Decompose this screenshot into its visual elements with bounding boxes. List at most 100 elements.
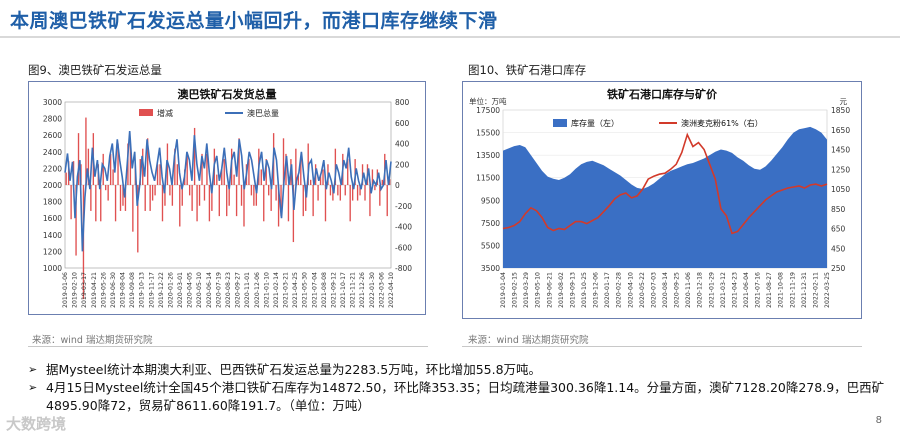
change-bar bbox=[221, 169, 223, 185]
change-bar bbox=[285, 153, 287, 185]
right-axis-tick-label: 400 bbox=[395, 140, 410, 149]
change-bar bbox=[154, 185, 156, 196]
x-axis-tick-label: 2019-10-25 bbox=[581, 272, 588, 308]
change-bar bbox=[312, 185, 314, 217]
x-axis-tick-label: 2021-04-25 bbox=[292, 272, 299, 308]
figure-10-divider bbox=[462, 346, 862, 347]
x-axis-tick-label: 2022-02-11 bbox=[812, 272, 819, 308]
change-bar bbox=[302, 185, 304, 217]
x-axis-tick-label: 2020-11-06 bbox=[685, 272, 692, 308]
change-bar bbox=[292, 185, 295, 243]
bullet-item: ➢ 4月15日Mysteel统计全国45个港口铁矿石库存为14872.50，环比… bbox=[28, 379, 888, 415]
right-axis-tick-label: 1050 bbox=[831, 185, 850, 194]
change-bar bbox=[349, 185, 351, 222]
change-bar bbox=[109, 153, 112, 185]
x-axis-tick-label: 2022-03-06 bbox=[378, 272, 385, 308]
change-bar bbox=[122, 185, 124, 206]
change-bar bbox=[287, 185, 290, 222]
change-bar bbox=[95, 185, 97, 222]
change-bar bbox=[260, 169, 262, 185]
x-axis-tick-label: 2021-11-21 bbox=[350, 272, 357, 308]
left-axis-tick-label: 5500 bbox=[481, 241, 500, 250]
x-axis-tick-label: 2020-05-22 bbox=[639, 272, 646, 308]
change-bar bbox=[223, 159, 225, 185]
change-bar bbox=[344, 185, 346, 196]
change-bar bbox=[208, 185, 211, 222]
x-axis-tick-label: 2021-04-23 bbox=[731, 272, 738, 308]
change-bar bbox=[186, 153, 188, 185]
x-axis-tick-label: 2021-08-27 bbox=[766, 272, 773, 308]
change-bar bbox=[233, 174, 235, 185]
x-axis-tick-label: 2021-07-04 bbox=[311, 272, 318, 308]
x-axis-tick-label: 2019-09-08 bbox=[129, 272, 136, 308]
change-bar bbox=[374, 185, 376, 191]
left-axis-tick-label: 15500 bbox=[476, 129, 500, 138]
inventory-chart-frame: 铁矿石港口库存与矿价 单位：万吨 元 3500 5500 7500 9500 11500 135… bbox=[462, 81, 862, 319]
right-axis-tick-label: 650 bbox=[831, 225, 846, 234]
figure-10-label: 图10、铁矿石港口库存 bbox=[468, 63, 587, 77]
x-axis-tick-label: 2020-11-01 bbox=[244, 272, 251, 308]
x-axis-tick-label: 2019-06-30 bbox=[110, 272, 117, 308]
change-bar bbox=[191, 185, 193, 211]
x-axis-tick-label: 2021-03-21 bbox=[283, 272, 290, 308]
x-axis-tick-label: 2020-07-03 bbox=[650, 272, 657, 308]
x-axis-tick-label: 2019-11-17 bbox=[148, 272, 155, 308]
x-axis-tick-label: 2019-05-10 bbox=[535, 272, 542, 308]
x-axis-tick-label: 2019-09-13 bbox=[569, 272, 576, 308]
left-axis-tick-label: 17500 bbox=[476, 106, 500, 115]
x-axis-tick-label: 2022-03-25 bbox=[824, 272, 831, 308]
change-bar bbox=[151, 185, 154, 201]
change-bar bbox=[102, 153, 104, 185]
left-axis-tick-label: 2800 bbox=[43, 115, 62, 124]
change-bar bbox=[203, 185, 206, 201]
right-axis-tick-label: -400 bbox=[395, 223, 412, 232]
change-bar bbox=[255, 185, 258, 206]
change-bar bbox=[65, 172, 67, 185]
price-line bbox=[502, 132, 828, 235]
left-axis-tick-label: 2400 bbox=[43, 148, 62, 157]
change-bar bbox=[228, 185, 230, 206]
change-bar bbox=[164, 185, 166, 206]
chart-title: 澳巴铁矿石发货总量 bbox=[178, 87, 277, 101]
change-bar bbox=[324, 185, 327, 222]
x-axis-tick-label: 2019-12-22 bbox=[158, 272, 165, 308]
x-axis-tick-label: 2019-08-02 bbox=[558, 272, 565, 308]
change-bar bbox=[364, 185, 366, 201]
change-bar bbox=[381, 179, 383, 185]
change-bar bbox=[159, 164, 161, 185]
left-axis-tick-label: 1000 bbox=[43, 264, 62, 273]
bullet-text: 据Mysteel统计本期澳大利亚、巴西铁矿石发运总量为2283.5万吨，环比增加… bbox=[46, 362, 542, 377]
legend-swatch-inventory bbox=[553, 119, 567, 127]
x-axis-tick-label: 2021-10-08 bbox=[778, 272, 785, 308]
change-bar bbox=[322, 169, 324, 185]
change-bar bbox=[369, 185, 371, 217]
change-bar bbox=[339, 185, 341, 201]
change-bar bbox=[240, 185, 243, 206]
change-bar bbox=[235, 185, 238, 217]
change-bar bbox=[356, 185, 359, 201]
change-bar bbox=[270, 185, 272, 211]
x-axis-tick-label: 2019-04-21 bbox=[91, 272, 98, 308]
x-axis-tick-label: 2019-10-13 bbox=[139, 272, 146, 308]
x-axis-tick-label: 2020-09-27 bbox=[235, 272, 242, 308]
x-axis-tick-label: 2019-12-06 bbox=[593, 272, 600, 308]
x-axis-tick-label: 2019-01-04 bbox=[500, 272, 507, 308]
change-bar bbox=[300, 159, 302, 185]
right-axis-tick-label: 1650 bbox=[831, 126, 850, 135]
right-axis-tick-label: 600 bbox=[395, 119, 410, 128]
change-bar bbox=[347, 159, 349, 185]
shipment-chart-frame: 澳巴铁矿石发货总量 增减 澳巴总量 1000 1200 1400 1600 1800 2000 2… bbox=[28, 81, 426, 315]
right-axis-tick-label: 850 bbox=[831, 205, 846, 214]
change-bar bbox=[176, 164, 178, 185]
change-bar bbox=[77, 133, 80, 185]
x-axis-tick-label: 2021-09-12 bbox=[331, 272, 338, 308]
change-bar bbox=[329, 185, 332, 196]
x-axis-tick-label: 2021-01-29 bbox=[708, 272, 715, 308]
x-axis-tick-label: 2020-01-17 bbox=[604, 272, 611, 308]
change-bar bbox=[253, 185, 255, 206]
change-bar bbox=[238, 138, 240, 185]
change-bar bbox=[70, 185, 72, 220]
inventory-area bbox=[503, 126, 827, 269]
